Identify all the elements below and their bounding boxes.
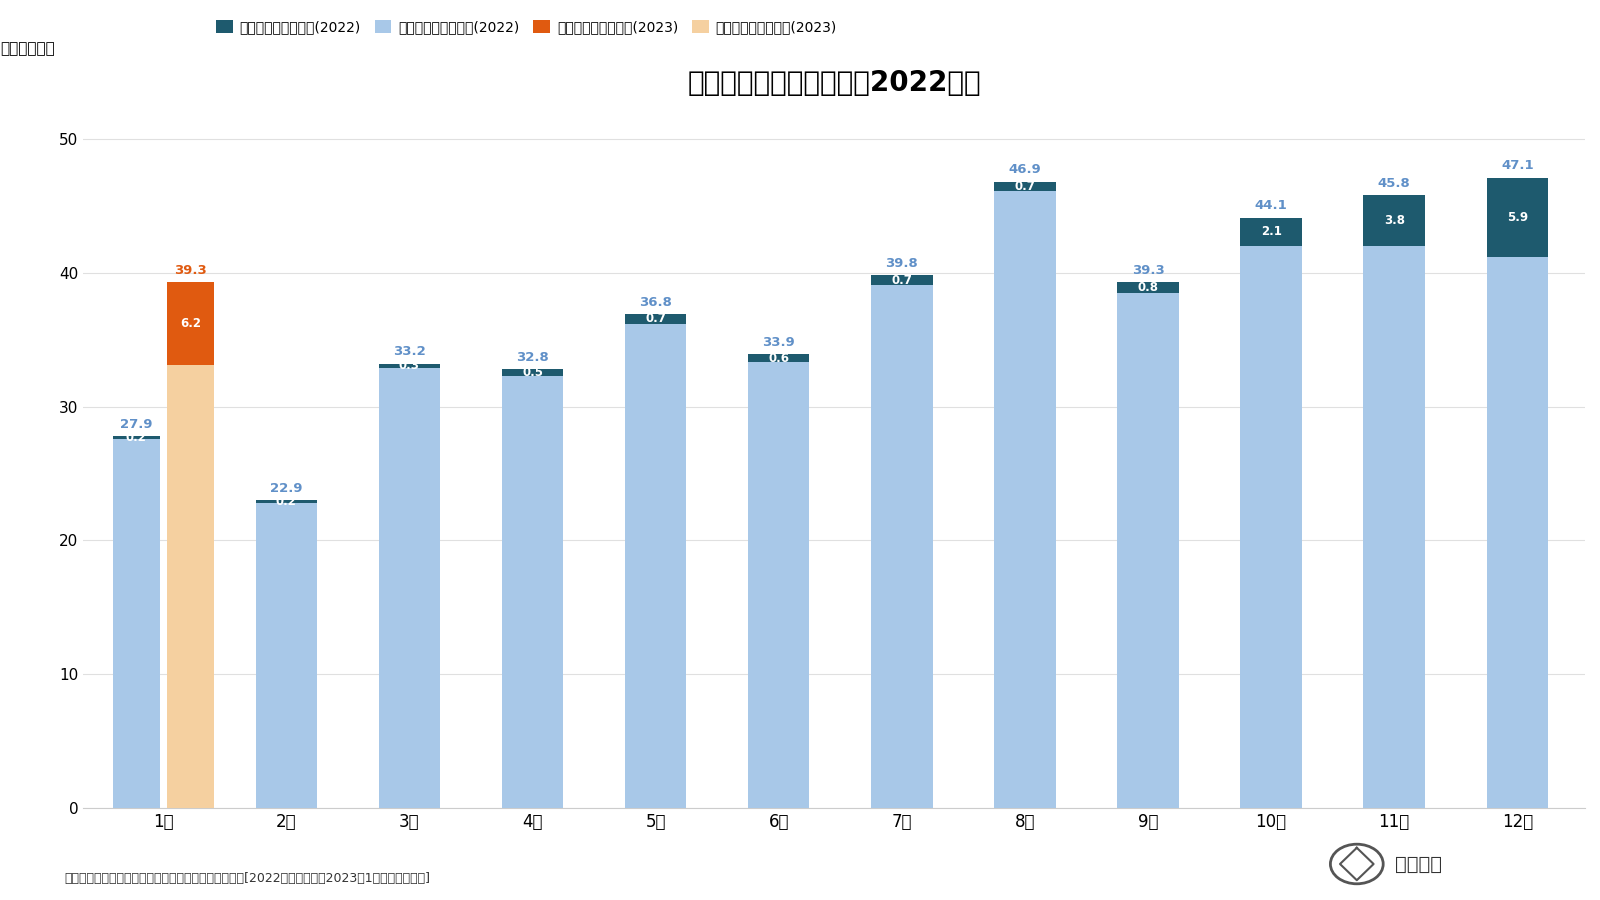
Bar [626, 314, 686, 323]
Text: 42.0: 42.0 [1256, 605, 1286, 617]
Text: 6.2: 6.2 [179, 317, 200, 330]
Bar [379, 368, 440, 808]
Text: 42.0: 42.0 [1379, 605, 1408, 617]
Bar [502, 369, 563, 375]
Bar [994, 182, 1056, 191]
Title: 延べ宿泊者数の推移（対2022年）: 延べ宿泊者数の推移（対2022年） [688, 69, 981, 97]
Text: 46.9: 46.9 [1008, 163, 1042, 176]
Bar [1486, 177, 1549, 256]
Text: 22.9: 22.9 [270, 482, 302, 495]
Text: 0.5: 0.5 [522, 366, 542, 379]
Text: 36.8: 36.8 [638, 296, 672, 309]
Text: 44.1: 44.1 [1254, 200, 1288, 212]
Text: 33.3: 33.3 [765, 645, 794, 659]
Text: 0.2: 0.2 [275, 495, 296, 508]
Text: 0.7: 0.7 [1014, 180, 1035, 193]
Text: 0.3: 0.3 [398, 359, 419, 373]
Text: 41.2: 41.2 [1502, 608, 1531, 622]
Legend: 外国人延べ宿泊者数(2022), 日本人延べ宿泊者数(2022), 外国人延べ宿泊者数(2023), 日本人延べ宿泊者数(2023): 外国人延べ宿泊者数(2022), 日本人延べ宿泊者数(2022), 外国人延べ宿… [210, 14, 843, 40]
Bar [256, 500, 317, 503]
Bar [747, 363, 810, 808]
Text: 47.1: 47.1 [1501, 159, 1534, 172]
Bar [1117, 282, 1179, 292]
Text: 0.8: 0.8 [1138, 281, 1158, 294]
Text: 36.2: 36.2 [642, 632, 670, 645]
Bar [1363, 246, 1426, 808]
Bar [256, 503, 317, 808]
Text: 0.6: 0.6 [768, 352, 789, 365]
Text: 0.7: 0.7 [645, 312, 666, 325]
Text: 0.2: 0.2 [126, 431, 147, 444]
Text: 出典：観光庁「宿泊旅行統計調査」より訪日ラボ作成[2022年は確定値、2023年1月は一次速報値]: 出典：観光庁「宿泊旅行統計調査」より訪日ラボ作成[2022年は確定値、2023年… [64, 872, 430, 885]
Bar [379, 364, 440, 368]
Text: 46.1: 46.1 [1010, 586, 1040, 598]
Text: 32.8: 32.8 [517, 351, 549, 364]
Text: 27.9: 27.9 [120, 418, 152, 430]
Text: 2.1: 2.1 [1261, 225, 1282, 238]
Bar [166, 282, 214, 365]
Bar [1486, 256, 1549, 808]
Text: 3.8: 3.8 [1384, 214, 1405, 227]
Bar [112, 436, 160, 438]
Bar [1240, 218, 1302, 246]
Text: 45.8: 45.8 [1378, 176, 1411, 190]
Bar [1363, 195, 1426, 246]
Bar [112, 438, 160, 808]
Text: 33.1: 33.1 [176, 646, 205, 660]
Bar [626, 323, 686, 808]
Text: 39.3: 39.3 [1131, 264, 1165, 276]
Text: 0.7: 0.7 [891, 274, 912, 286]
Text: 39.1: 39.1 [888, 618, 917, 632]
Text: 22.8: 22.8 [272, 695, 301, 707]
Text: 32.9: 32.9 [395, 647, 424, 661]
Bar [502, 375, 563, 808]
Bar [1117, 292, 1179, 808]
Text: 33.9: 33.9 [762, 336, 795, 349]
Text: 39.8: 39.8 [885, 257, 918, 270]
Bar [747, 355, 810, 363]
Bar [994, 191, 1056, 808]
Text: 38.5: 38.5 [1133, 621, 1163, 634]
Text: 39.3: 39.3 [174, 264, 206, 276]
Bar [870, 284, 933, 808]
Bar [166, 365, 214, 808]
Bar [1240, 246, 1302, 808]
Text: 27.6: 27.6 [122, 672, 150, 685]
Text: 5.9: 5.9 [1507, 211, 1528, 223]
Text: 訪日ラボ: 訪日ラボ [1395, 854, 1442, 874]
Bar [870, 275, 933, 284]
Text: 33.2: 33.2 [394, 346, 426, 358]
Text: 32.3: 32.3 [518, 651, 547, 663]
Text: （百万人泊）: （百万人泊） [0, 41, 56, 57]
